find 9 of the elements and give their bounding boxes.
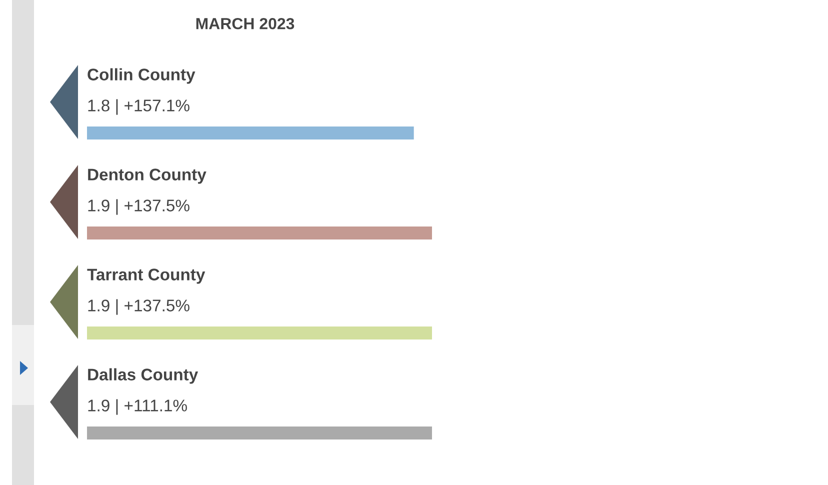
data-label: 1.8 | +157.1% xyxy=(88,99,190,115)
data-label: 1.9 | +111.1% xyxy=(88,399,187,415)
y-tick-label: Dallas County xyxy=(88,368,198,384)
data-label: 1.9 | +137.5% xyxy=(88,199,190,215)
chart-title: MARCH 2023 xyxy=(196,18,294,30)
y-tick-label: Collin County xyxy=(88,68,196,84)
y-tick-label: Tarrant County xyxy=(87,268,206,284)
y-tick-label: Denton County xyxy=(88,168,206,184)
data-label: 1.9 | +137.5% xyxy=(88,299,190,315)
